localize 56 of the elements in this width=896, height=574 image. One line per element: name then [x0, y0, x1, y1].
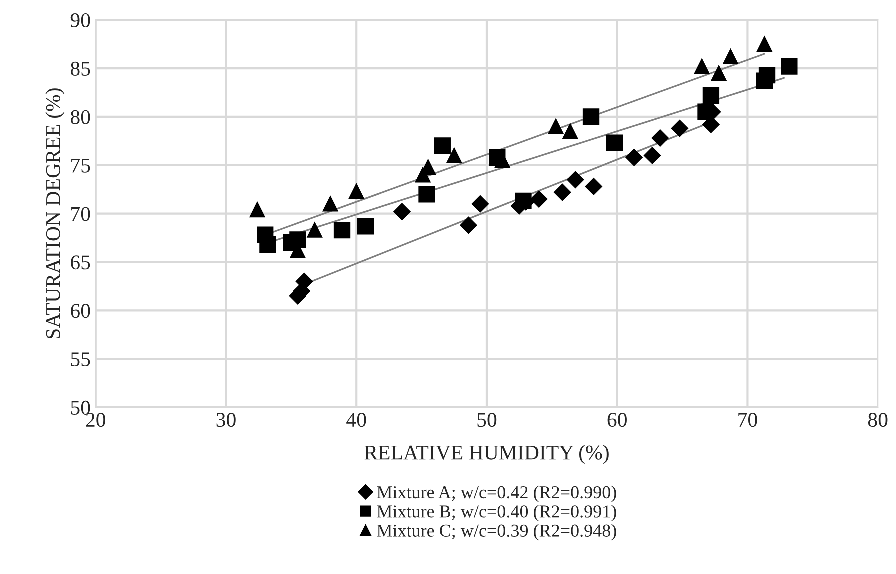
point: [671, 120, 688, 138]
y-axis-title: SATURATION DEGREE (%): [46, 88, 65, 339]
x-tick-label: 50: [478, 413, 497, 428]
x-tick-label: 20: [86, 413, 106, 428]
y-tick-label: 55: [71, 352, 90, 367]
point: [644, 147, 662, 164]
x-tick-label: 30: [216, 413, 236, 428]
point: [582, 108, 600, 126]
point: [723, 49, 738, 65]
point: [530, 190, 548, 208]
point: [711, 66, 727, 82]
legend-label: Mixture B; w/c=0.40 (R2=0.991): [377, 505, 616, 522]
point: [652, 130, 669, 147]
legend-label: Mixture C; w/c=0.39 (R2=0.948): [377, 524, 616, 541]
point: [554, 184, 572, 202]
point: [702, 87, 720, 104]
x-tick-label: 60: [608, 413, 627, 428]
y-tick-label: 80: [70, 110, 90, 124]
point: [394, 203, 411, 220]
point: [348, 184, 364, 200]
y-tick-label: 75: [72, 158, 90, 173]
point: [446, 148, 462, 164]
point: [472, 196, 490, 213]
y-tick-label: 90: [70, 13, 90, 28]
point: [418, 186, 436, 203]
y-tick-label: 50: [71, 400, 90, 415]
x-tick-label: 80: [868, 413, 888, 428]
point: [757, 36, 772, 52]
point: [260, 236, 276, 254]
point: [290, 232, 306, 248]
point: [307, 222, 323, 238]
point: [562, 124, 578, 140]
y-tick-label: 65: [71, 256, 90, 270]
point: [567, 171, 584, 188]
point: [357, 218, 374, 235]
point: [250, 202, 266, 218]
point: [698, 104, 714, 120]
point: [585, 178, 602, 196]
x-tick-label: 40: [346, 413, 366, 428]
y-tick-label: 60: [71, 304, 90, 318]
point: [460, 216, 478, 234]
point: [606, 134, 624, 152]
point: [334, 222, 351, 239]
point: [781, 58, 798, 75]
x-axis-title: RELATIVE HUMIDITY (%): [364, 445, 609, 464]
legend-label: Mixture A; w/c=0.42 (R2=0.990): [377, 486, 616, 502]
y-tick-label: 85: [70, 62, 90, 76]
point: [515, 192, 532, 210]
x-tick-label: 70: [738, 413, 758, 428]
point: [626, 149, 643, 166]
y-tick-label: 70: [72, 207, 90, 222]
point: [322, 196, 338, 212]
point: [758, 66, 776, 84]
point: [434, 138, 451, 154]
point: [548, 119, 564, 134]
point: [694, 58, 710, 74]
